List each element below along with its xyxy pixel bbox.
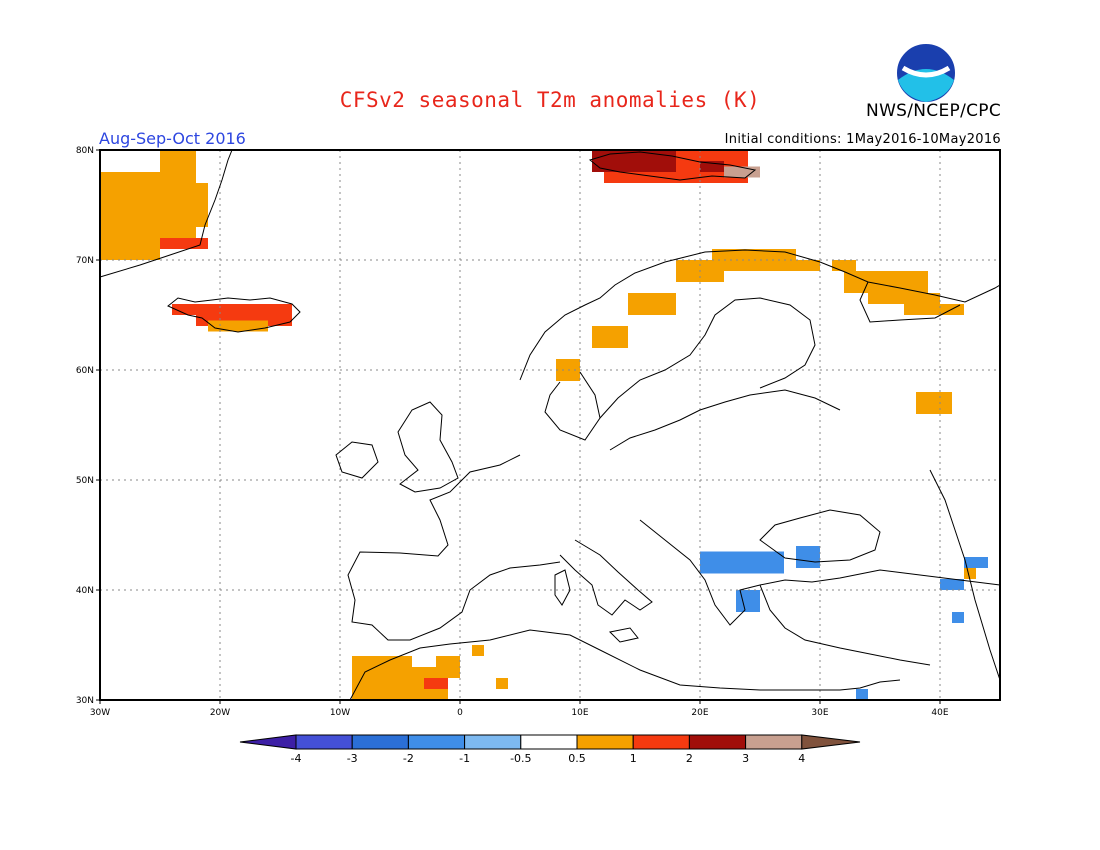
anomaly-cell-morocco <box>472 645 484 656</box>
colorbar-label: 2 <box>686 752 693 765</box>
anomaly-cell-balkans <box>700 551 784 574</box>
anomaly-cell-kola <box>832 260 856 271</box>
colorbar-label: 1 <box>630 752 637 765</box>
forecast-period: Aug-Sep-Oct 2016 <box>99 129 246 148</box>
lat-tick-label: 40N <box>76 586 94 596</box>
lon-tick-label: 20E <box>691 708 708 718</box>
colorbar-swatch <box>351 734 409 750</box>
colorbar-swatch <box>632 734 690 750</box>
anomaly-cell-norway-coast <box>628 293 676 315</box>
graticule <box>100 150 1000 700</box>
lon-tick-label: 30E <box>811 708 828 718</box>
colorbar-label: -4 <box>291 752 302 765</box>
lat-tick-label: 70N <box>76 256 94 266</box>
colorbar-label: 0.5 <box>568 752 586 765</box>
anomaly-cell-balkans <box>940 579 964 590</box>
lat-tick-label: 80N <box>76 146 94 156</box>
latitude-labels: 30N 40N 50N 60N 70N 80N <box>76 146 100 706</box>
anomaly-cell-svalbard-east <box>724 166 760 178</box>
map-panel <box>100 150 1000 700</box>
anomaly-cell-iceland <box>172 304 196 315</box>
noaa-logo <box>895 42 957 104</box>
map-frame <box>99 149 1001 701</box>
lon-tick-label: 20W <box>210 708 230 718</box>
anomaly-cell-balkans <box>952 612 964 623</box>
anomaly-cell-morocco <box>352 656 412 700</box>
lat-tick-label: 30N <box>76 696 94 706</box>
anomaly-cell-norway-coast <box>748 260 820 271</box>
colorbar-label: -1 <box>459 752 470 765</box>
lon-tick-label: 40E <box>931 708 948 718</box>
anomaly-cell-central-russia <box>916 392 952 414</box>
anomaly-cell-greenland <box>196 183 208 227</box>
colorbar-label: -2 <box>403 752 414 765</box>
anomaly-cells <box>100 150 988 700</box>
anomaly-cell-balkans <box>856 689 868 700</box>
anomaly-cell-svalbard-core <box>700 161 724 172</box>
anomaly-cell-greenland <box>160 150 172 249</box>
lat-tick-label: 50N <box>76 476 94 486</box>
colorbar-label: 4 <box>798 752 805 765</box>
initial-conditions: Initial conditions: 1May2016-10May2016 <box>724 132 1001 147</box>
anomaly-cell-morocco <box>496 678 508 689</box>
anomaly-cell-balkans <box>964 557 988 568</box>
colorbar-swatch <box>745 734 803 750</box>
anomaly-cell-kola <box>844 271 928 293</box>
colorbar-arrow-low <box>239 734 297 750</box>
anomaly-cell-norway-coast <box>592 326 628 348</box>
colorbar-swatch <box>520 734 578 750</box>
anomaly-cell-svalbard-core <box>592 150 676 172</box>
colorbar-label: -0.5 <box>510 752 531 765</box>
lon-tick-label: 30W <box>90 708 110 718</box>
longitude-labels: 30W 20W 10W 0 10E 20E 30E 40E <box>90 700 949 718</box>
lon-tick-label: 10E <box>571 708 588 718</box>
anomaly-cell-greenland <box>100 172 160 260</box>
anomaly-cell-kola <box>904 304 964 315</box>
colorbar-label: -3 <box>347 752 358 765</box>
anomaly-cell-caucasus <box>964 568 976 579</box>
colorbar <box>239 734 861 750</box>
agency-label: NWS/NCEP/CPC <box>866 101 1001 121</box>
colorbar-swatch <box>407 734 466 750</box>
colorbar-swatch <box>688 734 747 750</box>
anomaly-cell-balkans <box>796 546 820 568</box>
colorbar-swatch <box>576 734 634 750</box>
colorbar-swatch <box>295 734 353 750</box>
anomaly-cell-morocco-warm <box>424 678 448 689</box>
anomaly-cell-greenland <box>172 150 196 238</box>
anomaly-cell-iceland-south <box>208 320 268 332</box>
anomaly-cell-kola <box>868 293 940 304</box>
lon-tick-label: 0 <box>457 708 463 718</box>
coastlines <box>99 149 1001 701</box>
lon-tick-label: 10W <box>330 708 350 718</box>
map-title: CFSv2 seasonal T2m anomalies (K) <box>339 88 761 112</box>
anomaly-cell-balkans <box>736 590 760 612</box>
colorbar-swatch <box>464 734 522 750</box>
colorbar-arrow-high <box>801 734 861 750</box>
colorbar-labels: -4 -3 -2 -1 -0.5 0.5 1 2 3 4 <box>291 752 806 765</box>
anomaly-cell-morocco <box>436 656 460 678</box>
colorbar-label: 3 <box>742 752 749 765</box>
anomaly-cell-greenland-warm <box>160 238 208 249</box>
lat-tick-label: 60N <box>76 366 94 376</box>
